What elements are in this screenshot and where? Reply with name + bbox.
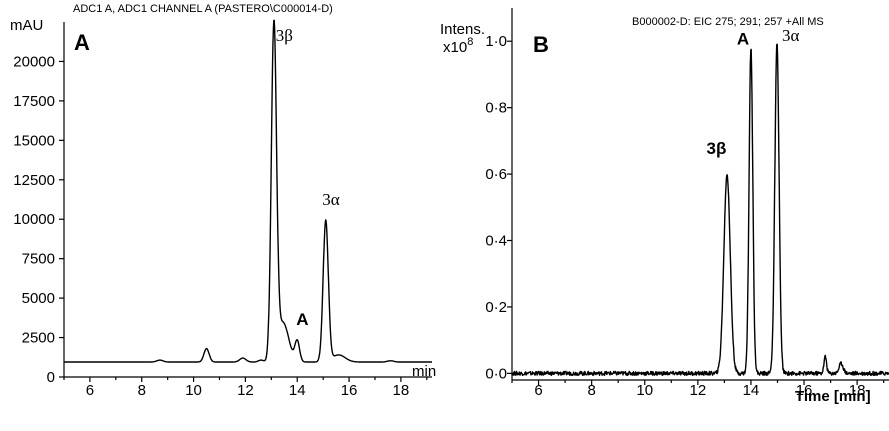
panel-a-y-ticks: 0 2500 5000 7500 10000 12500 15000 17500 20000 [13, 53, 64, 386]
panel-b-y-unit: x108 [443, 36, 473, 56]
panel-b-y-axis-label: Intens. [440, 21, 485, 38]
x-tick-label: 10 [185, 382, 202, 399]
panel-b-axes [511, 8, 889, 381]
x-tick-label: 12 [237, 382, 254, 399]
peak-label: A [296, 310, 308, 329]
panel-b-y-unit-exponent: 8 [467, 36, 473, 48]
panel-a-peak-labels: 3β A 3α [276, 26, 340, 329]
x-tick-label: 8 [587, 382, 595, 399]
x-tick-label: 8 [138, 382, 146, 399]
peak-label: 3β [707, 139, 727, 158]
y-tick-label: 0·2 [485, 299, 507, 316]
peak-label: 3β [276, 26, 293, 45]
y-tick-label: 0 [47, 369, 55, 386]
panel-b-letter: B [533, 32, 549, 57]
y-tick-label: 12500 [13, 172, 55, 189]
y-tick-label: 5000 [22, 290, 55, 307]
peak-label: 3α [782, 26, 800, 45]
x-tick-label: 14 [743, 382, 760, 399]
y-tick-label: 1·0 [485, 33, 507, 50]
panel-a-axes [63, 22, 432, 378]
x-tick-label: 18 [393, 382, 410, 399]
x-tick-label: 16 [796, 382, 813, 399]
chromatogram-line [511, 43, 889, 376]
panel-b-y-unit-base: x10 [443, 39, 467, 56]
x-tick-label: 16 [341, 382, 358, 399]
y-tick-label: 0·0 [485, 365, 507, 382]
y-tick-label: 17500 [13, 93, 55, 110]
peak-label: 3α [322, 190, 340, 209]
x-tick-label: 10 [636, 382, 653, 399]
panel-b-x-ticks: 6 8 10 12 14 16 18 [511, 380, 885, 399]
panel-b-trace [511, 43, 889, 376]
panel-a-header: ADC1 A, ADC1 CHANNEL A (PASTERO\C000014-… [73, 3, 333, 15]
x-tick-label: 6 [534, 382, 542, 399]
y-tick-label: 0·8 [485, 100, 507, 117]
peak-label: A [737, 30, 749, 49]
x-tick-label: 6 [86, 382, 94, 399]
y-tick-label: 0·6 [485, 166, 507, 183]
y-tick-label: 10000 [13, 211, 55, 228]
x-tick-label: 12 [690, 382, 707, 399]
panel-a-y-axis-label: mAU [10, 17, 43, 34]
panel-a-letter: A [74, 30, 90, 55]
panel-a-x-ticks: 6 8 10 12 14 16 18 [63, 377, 428, 399]
chromatogram-line [63, 19, 433, 363]
panel-a-x-axis-label: min [412, 363, 436, 380]
x-tick-label: 18 [849, 382, 866, 399]
panel-a-chart: ADC1 A, ADC1 CHANNEL A (PASTERO\C000014-… [10, 3, 436, 399]
x-tick-label: 14 [289, 382, 306, 399]
y-tick-label: 15000 [13, 132, 55, 149]
panel-a-trace [63, 19, 433, 363]
panel-b-peak-labels: 3β A 3α [707, 26, 800, 158]
panel-b-x-axis-label: Time [min] [795, 388, 871, 405]
panel-b-header: B000002-D: EIC 275; 291; 257 +All MS [632, 16, 824, 28]
panel-b-y-ticks: 0·0 0·2 0·4 0·6 0·8 1·0 [485, 33, 512, 382]
y-tick-label: 2500 [22, 330, 55, 347]
y-tick-label: 7500 [22, 251, 55, 268]
panel-b-chart: B000002-D: EIC 275; 291; 257 +All MS Int… [440, 8, 889, 405]
y-tick-label: 20000 [13, 53, 55, 70]
y-tick-label: 0·4 [485, 233, 507, 250]
